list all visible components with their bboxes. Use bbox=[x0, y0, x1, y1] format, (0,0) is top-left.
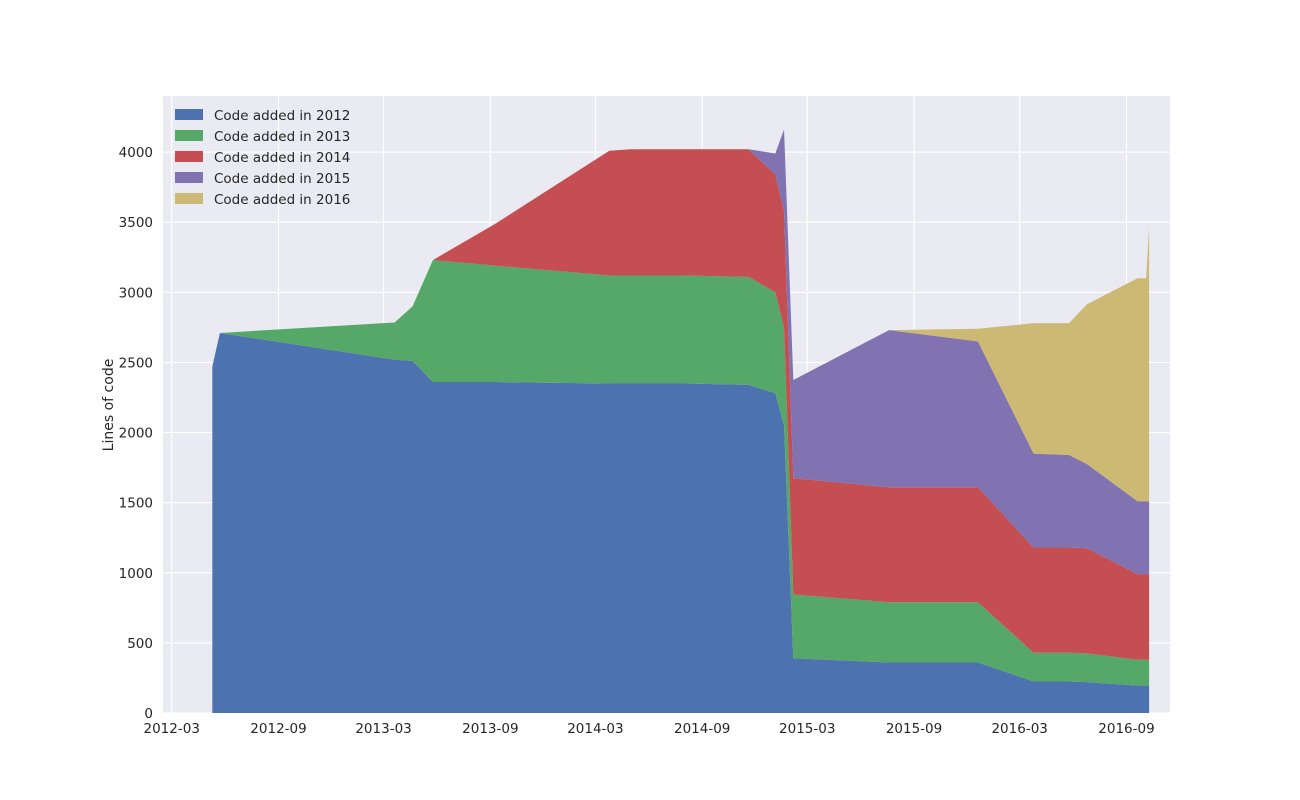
legend-label-4: Code added in 2015 bbox=[214, 171, 350, 187]
y-tick-label-4: 2000 bbox=[119, 426, 153, 442]
y-tick-label-0: 0 bbox=[144, 706, 153, 722]
y-tick-labels: 0 500 1000 1500 2000 2500 3000 3500 4000 bbox=[119, 145, 153, 722]
legend: Code added in 2012 Code added in 2013 Code… bbox=[175, 108, 350, 208]
x-tick-label-1: 2012-09 bbox=[250, 721, 306, 737]
x-tick-label-3: 2013-09 bbox=[462, 721, 518, 737]
y-tick-label-6: 3000 bbox=[119, 285, 153, 301]
legend-label-3: Code added in 2014 bbox=[214, 150, 350, 166]
legend-label-1: Code added in 2012 bbox=[214, 108, 350, 124]
x-tick-labels: 2012-03 2012-09 2013-03 2013-09 2014-03 2014-… bbox=[144, 721, 1155, 737]
legend-swatch-4 bbox=[175, 172, 203, 183]
y-tick-label-1: 500 bbox=[127, 636, 153, 652]
area-series-group bbox=[212, 129, 1150, 713]
legend-label-2: Code added in 2013 bbox=[214, 129, 350, 145]
area-series-2 bbox=[212, 260, 1150, 686]
legend-label-5: Code added in 2016 bbox=[214, 192, 350, 208]
x-tick-label-4: 2014-03 bbox=[567, 721, 623, 737]
area-series-4 bbox=[212, 129, 1150, 575]
y-tick-label-7: 3500 bbox=[119, 215, 153, 231]
x-tick-label-9: 2016-09 bbox=[1098, 721, 1154, 737]
y-tick-label-3: 1500 bbox=[119, 496, 153, 512]
legend-swatch-3 bbox=[175, 151, 203, 162]
legend-swatch-2 bbox=[175, 130, 203, 141]
x-tick-label-6: 2015-03 bbox=[779, 721, 835, 737]
y-tick-label-8: 4000 bbox=[119, 145, 153, 161]
x-tick-label-7: 2015-09 bbox=[886, 721, 942, 737]
y-tick-label-2: 1000 bbox=[119, 566, 153, 582]
x-tick-label-2: 2013-03 bbox=[355, 721, 411, 737]
legend-swatch-5 bbox=[175, 193, 203, 204]
x-tick-label-5: 2014-09 bbox=[674, 721, 730, 737]
legend-swatch-1 bbox=[175, 109, 203, 120]
x-tick-label-8: 2016-03 bbox=[991, 721, 1047, 737]
area-series-3 bbox=[212, 149, 1150, 660]
y-axis-label: Lines of code bbox=[101, 359, 117, 452]
x-tick-label-0: 2012-03 bbox=[144, 721, 200, 737]
area-series-1 bbox=[212, 332, 1150, 713]
y-tick-label-5: 2500 bbox=[119, 355, 153, 371]
